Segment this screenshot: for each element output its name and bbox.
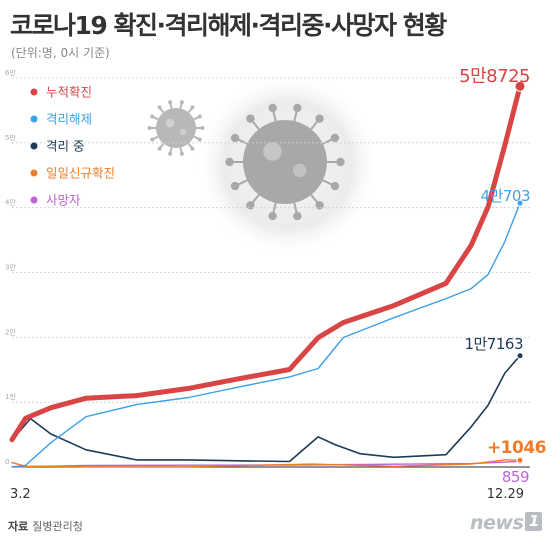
virus-spike-tip — [190, 146, 195, 151]
chart-series — [9, 80, 526, 468]
virus-spike-tip — [190, 105, 195, 110]
source-label: 자료 — [8, 520, 29, 533]
brand-logo: news 1 — [470, 512, 543, 534]
virus-spike-tip — [179, 100, 184, 105]
end-label-deaths: 859 — [502, 468, 529, 486]
virus-spike-tip — [157, 105, 162, 110]
legend-label-released: 격리해제 — [46, 112, 92, 127]
virus-spike-tip — [336, 157, 345, 167]
x-tick-end: 12.29 — [487, 487, 524, 502]
end-label-daily: +1046 — [487, 438, 546, 458]
virus-spike-tip — [157, 146, 162, 151]
legend-marker-released — [30, 115, 38, 123]
virus-spike-tip — [230, 181, 240, 191]
y-tick-label: 5만 — [5, 133, 16, 142]
virus-spike-tip — [246, 201, 255, 210]
series-endpoint-released — [516, 199, 524, 207]
virus-spike-tip — [330, 133, 340, 143]
virus-spike-tip — [293, 103, 302, 113]
end-label-cumulative: 5만8725 — [459, 66, 530, 87]
virus-spike-tip — [315, 201, 324, 210]
virus-spike-tip — [168, 100, 173, 105]
virus-spike-tip — [147, 126, 152, 130]
legend-label-deaths: 사망자 — [46, 193, 81, 208]
end-label-isolating: 1만7163 — [464, 335, 523, 353]
virus-spike-tip — [150, 137, 155, 142]
legend-label-daily: 일일신규확진 — [46, 166, 115, 181]
virus-spot — [165, 118, 175, 128]
chart-end-labels: 5만8725 4만703 1만7163 +1046 859 — [459, 66, 546, 486]
y-tick-label: 3만 — [5, 263, 16, 272]
virus-spot — [179, 128, 187, 136]
virus-spike-tip — [268, 211, 277, 221]
virus-large — [225, 103, 345, 221]
virus-spike-tip — [168, 151, 173, 156]
virus-spike-tip — [200, 126, 205, 130]
x-tick-start: 3.2 — [10, 487, 31, 502]
end-label-released: 4만703 — [481, 187, 530, 205]
y-tick-label: 0 — [5, 458, 9, 466]
series-line-isolating — [11, 354, 521, 463]
virus-spike-tip — [179, 151, 184, 156]
virus-spot — [263, 142, 282, 161]
virus-body — [156, 108, 196, 148]
virus-spike-tip — [230, 133, 240, 143]
series-line-released — [11, 202, 521, 468]
virus-spike-tip — [246, 114, 255, 123]
legend-marker-cumulative — [30, 88, 38, 96]
series-line-cumulative — [9, 83, 523, 443]
y-tick-label: 1만 — [5, 392, 16, 401]
virus-spot — [292, 163, 307, 178]
legend-marker-deaths — [30, 196, 38, 204]
source-name: 질병관리청 — [32, 520, 83, 533]
legend-label-cumulative: 누적확진 — [46, 85, 92, 100]
chart-subtitle: (단위:명, 0시 기준) — [11, 46, 110, 60]
legend-marker-isolating — [30, 142, 38, 150]
source-note: 자료 질병관리청 — [8, 518, 83, 534]
y-tick-label: 6만 — [5, 68, 16, 77]
brand-mark: 1 — [525, 512, 543, 531]
series-endpoint-cumulative — [514, 80, 526, 92]
virus-spike-tip — [330, 181, 340, 191]
series-line-daily — [11, 459, 521, 468]
virus-body — [243, 120, 327, 204]
series-endpoint-isolating — [516, 352, 524, 360]
virus-spike-tip — [197, 137, 202, 142]
virus-spike-tip — [293, 211, 302, 221]
series-line-deaths — [11, 460, 521, 468]
virus-small — [147, 100, 205, 156]
legend-marker-daily — [30, 169, 38, 177]
virus-spike-tip — [150, 114, 155, 119]
y-tick-label: 4만 — [5, 198, 16, 207]
chart-title: 코로나19 확진·격리해제·격리중·사망자 현황 — [10, 11, 447, 40]
y-tick-label: 2만 — [5, 327, 16, 336]
virus-spike-tip — [268, 103, 277, 113]
virus-spike-tip — [225, 157, 234, 167]
brand-text: news — [470, 512, 524, 534]
virus-spike-tip — [197, 114, 202, 119]
virus-spike-tip — [315, 114, 324, 123]
legend-label-isolating: 격리 중 — [46, 139, 84, 154]
virus-illustration — [147, 73, 380, 257]
series-endpoint-daily — [516, 456, 524, 464]
